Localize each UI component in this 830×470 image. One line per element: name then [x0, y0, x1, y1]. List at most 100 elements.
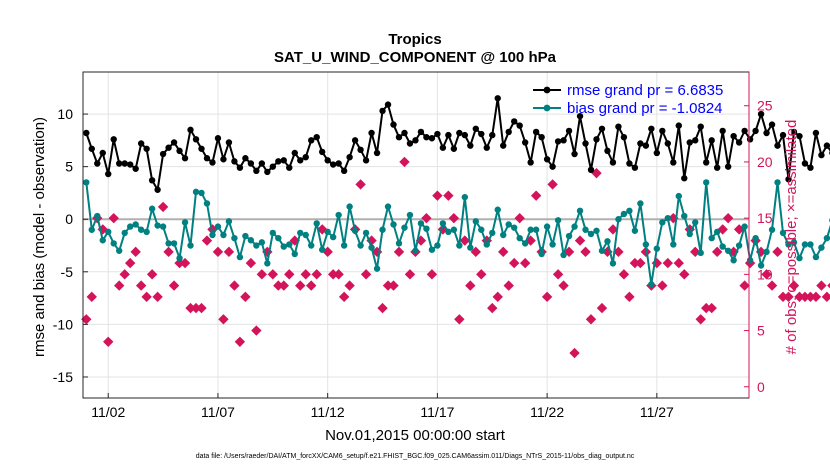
bias-point: [412, 248, 418, 254]
rmse-point: [94, 160, 100, 166]
rmse-point: [703, 159, 709, 165]
rmse-point: [111, 136, 117, 142]
bias-point: [341, 242, 347, 248]
rmse-point: [346, 154, 352, 160]
rmse-point: [621, 134, 627, 140]
bias-point: [500, 232, 506, 238]
rmse-point: [451, 146, 457, 152]
bias-point: [253, 242, 259, 248]
assimilated-point: [768, 281, 776, 289]
bias-point: [582, 227, 588, 233]
rmse-point: [698, 123, 704, 129]
rmse-point: [824, 142, 830, 148]
rmse-point: [445, 132, 451, 138]
bias-point: [615, 216, 621, 222]
y-tick-label: 5: [65, 159, 73, 175]
bias-point: [160, 223, 166, 229]
rmse-point: [670, 159, 676, 165]
bias-point: [566, 233, 572, 239]
rmse-point: [215, 135, 221, 141]
bias-point: [385, 203, 391, 209]
bias-point: [220, 232, 226, 238]
bias-point: [610, 260, 616, 266]
bias-point: [462, 194, 468, 200]
x-tick-label: 11/22: [530, 404, 564, 420]
rmse-point: [473, 126, 479, 132]
rmse-point: [615, 123, 621, 129]
bias-point: [599, 248, 605, 254]
bias-point: [730, 257, 736, 263]
bias-point: [643, 241, 649, 247]
bias-point: [604, 238, 610, 244]
rmse-point: [297, 157, 303, 163]
bias-point: [314, 220, 320, 226]
rmse-point: [390, 121, 396, 127]
rmse-point: [802, 160, 808, 166]
bias-point: [248, 237, 254, 243]
rmse-point: [121, 160, 127, 166]
rmse-point: [105, 171, 111, 177]
bias-point: [352, 228, 358, 234]
bias-point: [132, 221, 138, 227]
y-tick-labels: 1050-5-10-15: [53, 106, 73, 385]
rmse-point: [226, 139, 232, 145]
chart-subtitle: SAT_U_WIND_COMPONENT @ 100 hPa: [274, 49, 557, 66]
rmse-point: [412, 137, 418, 143]
rmse-point: [736, 139, 742, 145]
rmse-point: [478, 131, 484, 137]
rmse-point: [143, 146, 149, 152]
assimilated-point: [817, 281, 825, 289]
bias-point: [281, 243, 287, 249]
bias-point: [533, 227, 539, 233]
rmse-point: [116, 160, 122, 166]
rmse-point: [171, 139, 177, 145]
rmse-point: [270, 163, 276, 169]
bias-point: [774, 179, 780, 185]
bias-point: [440, 220, 446, 226]
rmse-point: [665, 140, 671, 146]
bias-point: [506, 221, 512, 227]
bias-point: [330, 234, 336, 240]
bias-point: [89, 227, 95, 233]
x-tick-label: 11/17: [420, 404, 454, 420]
y2-tick-label: 5: [757, 323, 765, 339]
rmse-point: [89, 146, 95, 152]
bias-point: [577, 208, 583, 214]
rmse-point: [209, 159, 215, 165]
figure: Tropics SAT_U_WIND_COMPONENT @ 100 hPa 1…: [0, 0, 830, 470]
bias-point: [703, 179, 709, 185]
rmse-point: [242, 155, 248, 161]
rmse-point: [264, 169, 270, 175]
rmse-point: [818, 152, 824, 158]
rmse-point: [314, 134, 320, 140]
bias-point: [105, 229, 111, 235]
bias-point: [374, 265, 380, 271]
bias-point: [286, 241, 292, 247]
bias-point: [324, 229, 330, 235]
bias-point: [231, 235, 237, 241]
bias-point: [407, 212, 413, 218]
x-tick-label: 11/07: [201, 404, 235, 420]
bias-point: [275, 235, 281, 241]
y2-tick-label: 25: [757, 98, 773, 114]
rmse-point: [538, 134, 544, 140]
rmse-point: [324, 157, 330, 163]
rmse-point: [149, 177, 155, 183]
rmse-point: [237, 164, 243, 170]
rmse-point: [511, 118, 517, 124]
rmse-point: [747, 136, 753, 142]
rmse-point: [248, 160, 254, 166]
rmse-point: [516, 122, 522, 128]
rmse-point: [588, 167, 594, 173]
rmse-point: [182, 155, 188, 161]
bias-point: [165, 240, 171, 246]
bias-point: [637, 200, 643, 206]
bias-point: [121, 230, 127, 236]
plot-area: [82, 72, 830, 398]
rmse-point: [341, 168, 347, 174]
bias-point: [379, 227, 385, 233]
bias-point: [538, 251, 544, 257]
bias-point: [632, 228, 638, 234]
bias-point: [111, 240, 117, 246]
rmse-point: [752, 128, 758, 134]
